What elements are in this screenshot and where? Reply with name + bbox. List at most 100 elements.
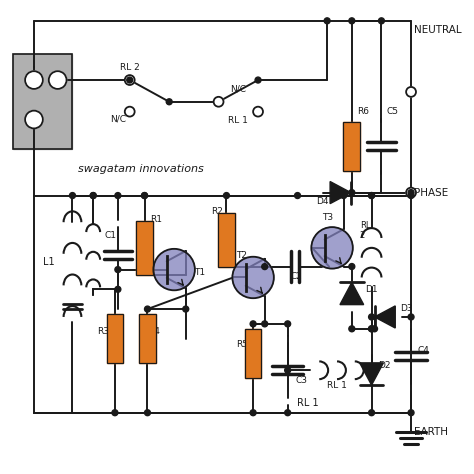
Circle shape (125, 107, 135, 117)
Text: R2: R2 (210, 207, 222, 216)
Bar (245, 329, 262, 378)
Text: RL: RL (360, 221, 370, 230)
Bar (13, 55, 73, 149)
Text: swagatam innovations: swagatam innovations (78, 164, 204, 174)
Circle shape (183, 306, 189, 312)
Text: PHASE: PHASE (414, 188, 448, 198)
Circle shape (369, 367, 374, 373)
Circle shape (369, 410, 374, 416)
Bar (344, 121, 360, 171)
Circle shape (285, 367, 291, 373)
Bar (107, 314, 123, 364)
Circle shape (253, 107, 263, 117)
Circle shape (378, 18, 384, 24)
Text: C5: C5 (386, 107, 398, 116)
Text: EARTH: EARTH (414, 428, 448, 438)
Circle shape (142, 192, 147, 199)
Text: C2: C2 (291, 273, 302, 282)
Bar (107, 314, 123, 364)
Circle shape (294, 192, 301, 199)
Text: R3: R3 (97, 327, 109, 336)
Text: R1: R1 (150, 215, 163, 224)
Circle shape (408, 410, 414, 416)
Circle shape (349, 326, 355, 332)
Bar (245, 329, 262, 378)
Text: C3: C3 (296, 376, 308, 385)
Bar (139, 314, 156, 364)
Circle shape (285, 410, 291, 416)
Circle shape (349, 18, 355, 24)
Circle shape (250, 410, 256, 416)
Circle shape (127, 77, 133, 83)
Circle shape (369, 192, 374, 199)
Circle shape (324, 18, 330, 24)
Text: RL 1: RL 1 (228, 117, 248, 126)
Circle shape (49, 71, 66, 89)
Circle shape (341, 192, 346, 199)
Circle shape (372, 326, 377, 332)
Text: 2: 2 (360, 231, 365, 240)
Text: R6: R6 (357, 107, 369, 116)
Bar (136, 221, 153, 275)
Circle shape (262, 321, 268, 327)
Circle shape (369, 326, 374, 332)
Circle shape (112, 410, 118, 416)
Circle shape (408, 314, 414, 320)
Text: D1: D1 (365, 285, 377, 294)
Text: RL 1: RL 1 (297, 398, 318, 408)
Text: RL 2: RL 2 (120, 63, 139, 72)
Polygon shape (340, 283, 364, 305)
Circle shape (145, 410, 150, 416)
Text: L1: L1 (43, 256, 55, 267)
Circle shape (311, 227, 353, 269)
Circle shape (408, 190, 414, 196)
Circle shape (406, 188, 416, 198)
Circle shape (125, 75, 135, 85)
Polygon shape (374, 306, 395, 328)
Circle shape (224, 192, 229, 199)
Circle shape (349, 190, 355, 196)
Polygon shape (330, 182, 351, 204)
Bar (218, 213, 235, 267)
Text: D4: D4 (316, 198, 328, 206)
Circle shape (214, 97, 224, 107)
Circle shape (232, 257, 274, 298)
Text: C4: C4 (418, 346, 430, 356)
Circle shape (408, 192, 414, 199)
Text: T2: T2 (237, 251, 247, 260)
Circle shape (262, 264, 268, 270)
Text: N/C: N/C (230, 85, 246, 94)
Circle shape (115, 192, 121, 199)
Circle shape (115, 286, 121, 292)
Circle shape (145, 306, 150, 312)
Circle shape (25, 110, 43, 128)
Circle shape (90, 192, 96, 199)
Polygon shape (360, 363, 383, 385)
Circle shape (142, 192, 147, 199)
Circle shape (70, 192, 75, 199)
Circle shape (369, 192, 374, 199)
Text: R5: R5 (237, 339, 248, 348)
Bar (344, 121, 360, 171)
Text: R4: R4 (148, 327, 160, 336)
Circle shape (115, 266, 121, 273)
Text: D2: D2 (378, 361, 391, 370)
Text: D3: D3 (400, 304, 413, 313)
Circle shape (250, 321, 256, 327)
Circle shape (25, 71, 43, 89)
Circle shape (90, 192, 96, 199)
Bar (139, 314, 156, 364)
Circle shape (154, 249, 195, 290)
Text: T1: T1 (194, 267, 205, 276)
Text: C1: C1 (104, 231, 116, 240)
Circle shape (406, 87, 416, 97)
Text: NEUTRAL: NEUTRAL (414, 25, 462, 35)
Bar (218, 213, 235, 267)
Circle shape (166, 99, 172, 105)
Text: T3: T3 (322, 213, 333, 222)
Circle shape (369, 314, 374, 320)
Bar (136, 221, 153, 275)
Circle shape (369, 326, 374, 332)
Circle shape (285, 321, 291, 327)
Circle shape (349, 264, 355, 270)
